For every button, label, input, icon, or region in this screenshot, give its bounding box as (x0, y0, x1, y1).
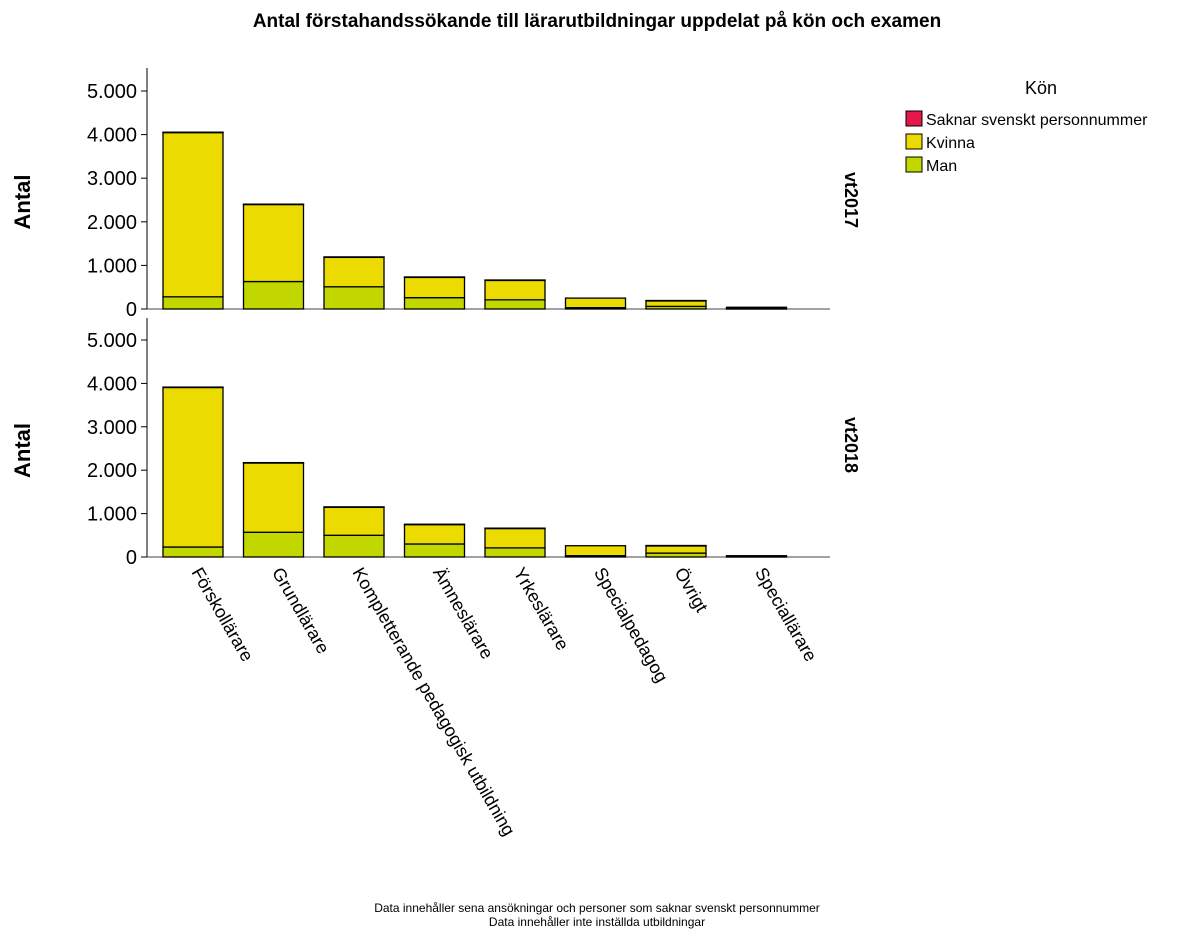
bar-vt2017-man-4 (484, 299, 546, 310)
legend-entry-label: Kvinna (926, 135, 975, 152)
bar-vt2018-kvinna-1 (242, 462, 305, 533)
legend-title: Kön (1025, 78, 1057, 98)
bar-vt2018-man-4 (484, 547, 546, 558)
bar-vt2017-saknar-svenskt-personnummer-0 (162, 131, 224, 134)
bar-vt2017-kvinna-2 (323, 256, 385, 288)
bar-vt2018-saknar-svenskt-personnummer-4 (484, 527, 546, 530)
bar-vt2017-man-1 (242, 280, 305, 310)
bar-vt2017-kvinna-5 (564, 297, 627, 309)
bar-vt2017-man-0 (162, 296, 224, 310)
y-tick-label: 1.000 (87, 504, 137, 526)
bar-vt2017-saknar-svenskt-personnummer-1 (242, 203, 305, 206)
y-tick-label: 0 (126, 299, 137, 321)
bar-vt2018-man-2 (323, 534, 385, 558)
bar-vt2018-kvinna-7 (725, 555, 788, 558)
y-tick-label: 2.000 (87, 460, 137, 482)
bar-vt2018-man-1 (242, 531, 305, 558)
x-tick-label: Speciallärare (751, 564, 821, 665)
y-tick-label: 4.000 (87, 373, 137, 395)
bar-vt2018-kvinna-5 (564, 545, 627, 557)
y-axis-label: Antal (10, 423, 35, 478)
bar-vt2017-kvinna-0 (162, 131, 224, 298)
x-tick-label: Specialpedagog (590, 564, 672, 686)
legend-swatch (905, 156, 923, 173)
y-tick-label: 1.000 (87, 255, 137, 277)
legend-entry-label: Man (926, 158, 957, 175)
bar-vt2017-kvinna-7 (725, 306, 788, 310)
bar-vt2017-man-2 (323, 286, 385, 310)
y-tick-label: 3.000 (87, 168, 137, 190)
panel-label-vt2018: vt2018 (841, 417, 861, 473)
bar-vt2018-man-3 (403, 543, 466, 558)
bar-vt2018-saknar-svenskt-personnummer-1 (242, 461, 305, 464)
legend-entry-label: Saknar svenskt personnummer (926, 112, 1148, 129)
y-tick-label: 2.000 (87, 212, 137, 234)
x-tick-label: Kompletterande pedagogisk utbildning (349, 564, 519, 839)
y-tick-label: 0 (126, 547, 137, 569)
x-tick-label: Yrkeslärare (510, 564, 573, 654)
bar-vt2017-saknar-svenskt-personnummer-6 (645, 299, 707, 302)
footnote-2: Data innehåller inte inställda utbildnin… (489, 915, 705, 929)
legend-swatch (905, 133, 923, 150)
y-tick-label: 5.000 (87, 81, 137, 103)
bar-vt2018-kvinna-4 (484, 527, 546, 549)
bar-vt2018-kvinna-0 (162, 386, 224, 548)
bar-vt2017-kvinna-1 (242, 203, 305, 283)
bar-vt2017-saknar-svenskt-personnummer-3 (403, 276, 466, 279)
bar-vt2017-kvinna-4 (484, 279, 546, 301)
chart-title: Antal förstahandssökande till lärarutbil… (253, 11, 941, 32)
x-tick-label: Ämneslärare (429, 564, 497, 662)
bar-vt2018-man-0 (162, 546, 224, 558)
legend-swatch (905, 110, 923, 127)
bar-vt2018-saknar-svenskt-personnummer-0 (162, 386, 224, 389)
footnote-1: Data innehåller sena ansökningar och per… (374, 901, 820, 915)
bar-vt2018-kvinna-6 (645, 545, 707, 554)
y-tick-label: 4.000 (87, 125, 137, 147)
x-tick-label: Förskollärare (188, 564, 258, 665)
y-tick-label: 5.000 (87, 330, 137, 352)
y-axis-label: Antal (10, 175, 35, 230)
bar-vt2018-kvinna-2 (323, 506, 385, 536)
bar-vt2017-saknar-svenskt-personnummer-2 (323, 256, 385, 259)
bar-vt2017-man-3 (403, 297, 466, 310)
bar-vt2018-saknar-svenskt-personnummer-6 (645, 544, 707, 547)
bar-vt2017-saknar-svenskt-personnummer-4 (484, 279, 546, 282)
panel-label-vt2017: vt2017 (841, 172, 861, 228)
x-tick-label: Övrigt (671, 564, 712, 616)
bar-vt2017-kvinna-3 (403, 276, 466, 299)
bar-vt2018-saknar-svenskt-personnummer-2 (323, 506, 385, 509)
bar-vt2018-kvinna-3 (403, 523, 466, 545)
x-tick-label: Grundlärare (268, 564, 333, 657)
y-tick-label: 3.000 (87, 417, 137, 439)
bar-vt2018-saknar-svenskt-personnummer-3 (403, 523, 466, 526)
